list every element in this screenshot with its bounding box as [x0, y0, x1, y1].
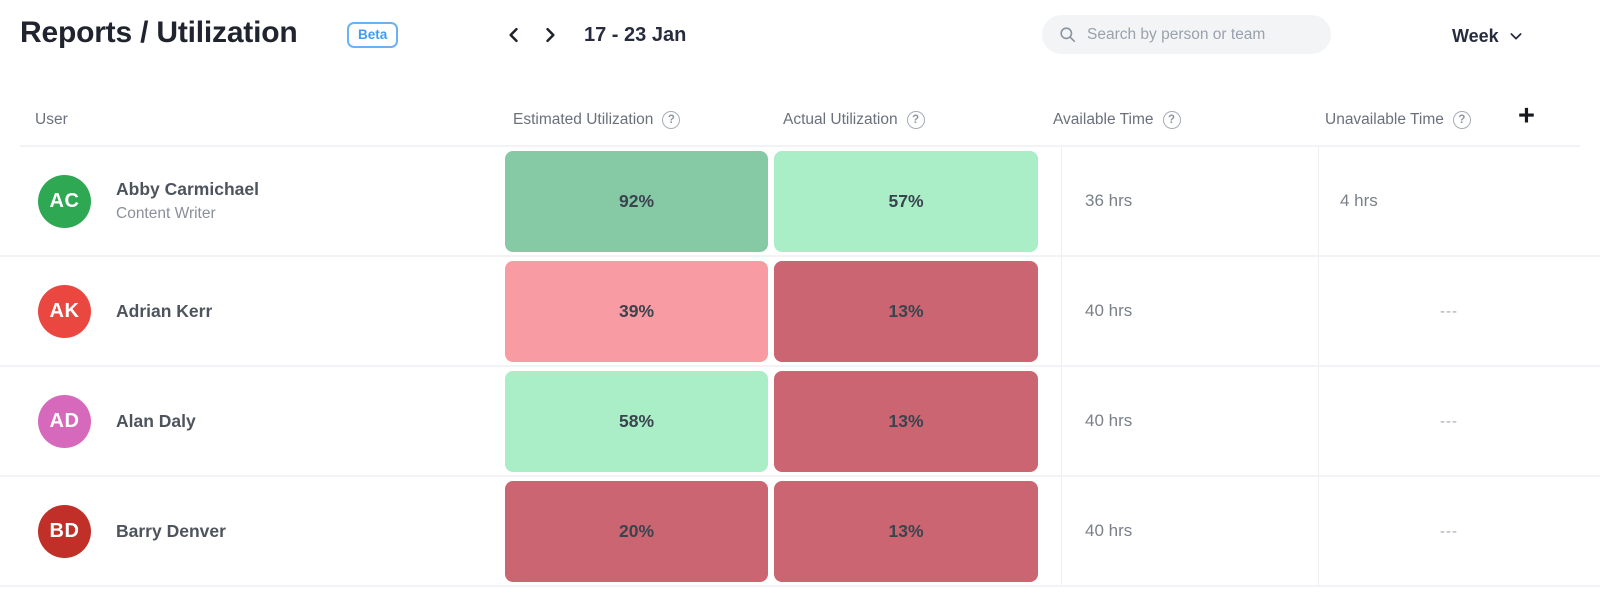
period-selected-label: Week: [1452, 25, 1499, 46]
user-cell: Adrian Kerr: [116, 257, 212, 365]
column-header-estimated-label: Estimated Utilization: [513, 111, 654, 128]
help-icon[interactable]: ?: [1162, 111, 1181, 129]
estimated-utilization-cell: 39%: [505, 261, 768, 362]
user-cell: Alan Daly: [116, 367, 196, 475]
add-column-button[interactable]: +: [1518, 102, 1535, 131]
avatar: AC: [38, 175, 91, 228]
unavailable-time-cell: ---: [1440, 412, 1458, 430]
table-row: AD Alan Daly 58% 13% 40 hrs ---: [0, 367, 1600, 477]
estimated-utilization-cell: 58%: [505, 371, 768, 472]
avatar: AK: [38, 285, 91, 338]
utilization-table-body: AC Abby Carmichael Content Writer 92% 57…: [0, 147, 1600, 588]
search-bar[interactable]: [1042, 15, 1331, 54]
column-header-user: User: [35, 111, 68, 129]
chevron-left-icon: [504, 25, 524, 48]
previous-week-button[interactable]: [500, 22, 528, 50]
column-header-estimated-utilization: Estimated Utilization ?: [513, 111, 681, 129]
user-name: Adrian Kerr: [116, 300, 213, 321]
table-row: AC Abby Carmichael Content Writer 92% 57…: [0, 147, 1600, 257]
plus-icon: +: [1518, 100, 1535, 132]
chevron-right-icon: [540, 25, 560, 48]
user-role: Content Writer: [116, 205, 216, 222]
column-header-available-time: Available Time ?: [1053, 111, 1181, 129]
user-name: Abby Carmichael: [116, 179, 259, 199]
actual-utilization-cell: 57%: [774, 151, 1038, 252]
help-icon[interactable]: ?: [1452, 111, 1471, 129]
unavailable-time-cell: ---: [1440, 302, 1458, 320]
available-time-cell: 36 hrs: [1085, 191, 1133, 210]
column-header-actual-utilization: Actual Utilization ?: [783, 111, 925, 129]
unavailable-time-cell: 4 hrs: [1340, 191, 1378, 210]
available-time-cell: 40 hrs: [1085, 411, 1133, 430]
available-time-cell: 40 hrs: [1085, 521, 1133, 540]
column-header-unavailable-time: Unavailable Time ?: [1325, 111, 1471, 129]
actual-utilization-cell: 13%: [774, 481, 1038, 582]
table-row: AK Adrian Kerr 39% 13% 40 hrs ---: [0, 257, 1600, 367]
user-name: Alan Daly: [116, 410, 196, 431]
available-time-cell: 40 hrs: [1085, 301, 1133, 320]
avatar: AD: [38, 395, 91, 448]
search-input[interactable]: [1087, 25, 1312, 44]
column-header-actual-label: Actual Utilization: [783, 111, 898, 128]
date-range-label: 17 - 23 Jan: [584, 24, 687, 46]
next-week-button[interactable]: [536, 22, 564, 50]
page-title: Reports / Utilization: [20, 16, 298, 49]
avatar: BD: [38, 505, 91, 558]
chevron-down-icon: [1508, 28, 1524, 44]
help-icon[interactable]: ?: [906, 111, 925, 129]
search-icon: [1058, 25, 1077, 44]
unavailable-time-cell: ---: [1440, 522, 1458, 540]
estimated-utilization-cell: 92%: [505, 151, 768, 252]
table-row: BD Barry Denver 20% 13% 40 hrs ---: [0, 477, 1600, 587]
beta-badge: Beta: [347, 22, 399, 48]
help-icon[interactable]: ?: [662, 111, 681, 129]
actual-utilization-cell: 13%: [774, 371, 1038, 472]
estimated-utilization-cell: 20%: [505, 481, 768, 582]
column-header-available-label: Available Time: [1053, 111, 1154, 128]
user-cell: Abby Carmichael Content Writer: [116, 147, 259, 255]
user-name: Barry Denver: [116, 520, 226, 541]
header-divider: [20, 145, 1580, 147]
column-header-unavailable-label: Unavailable Time: [1325, 111, 1444, 128]
user-cell: Barry Denver: [116, 477, 226, 585]
column-header-user-label: User: [35, 111, 68, 128]
actual-utilization-cell: 13%: [774, 261, 1038, 362]
column-divider: [1318, 147, 1319, 587]
period-selector[interactable]: Week: [1452, 22, 1524, 50]
column-divider: [1061, 147, 1062, 587]
